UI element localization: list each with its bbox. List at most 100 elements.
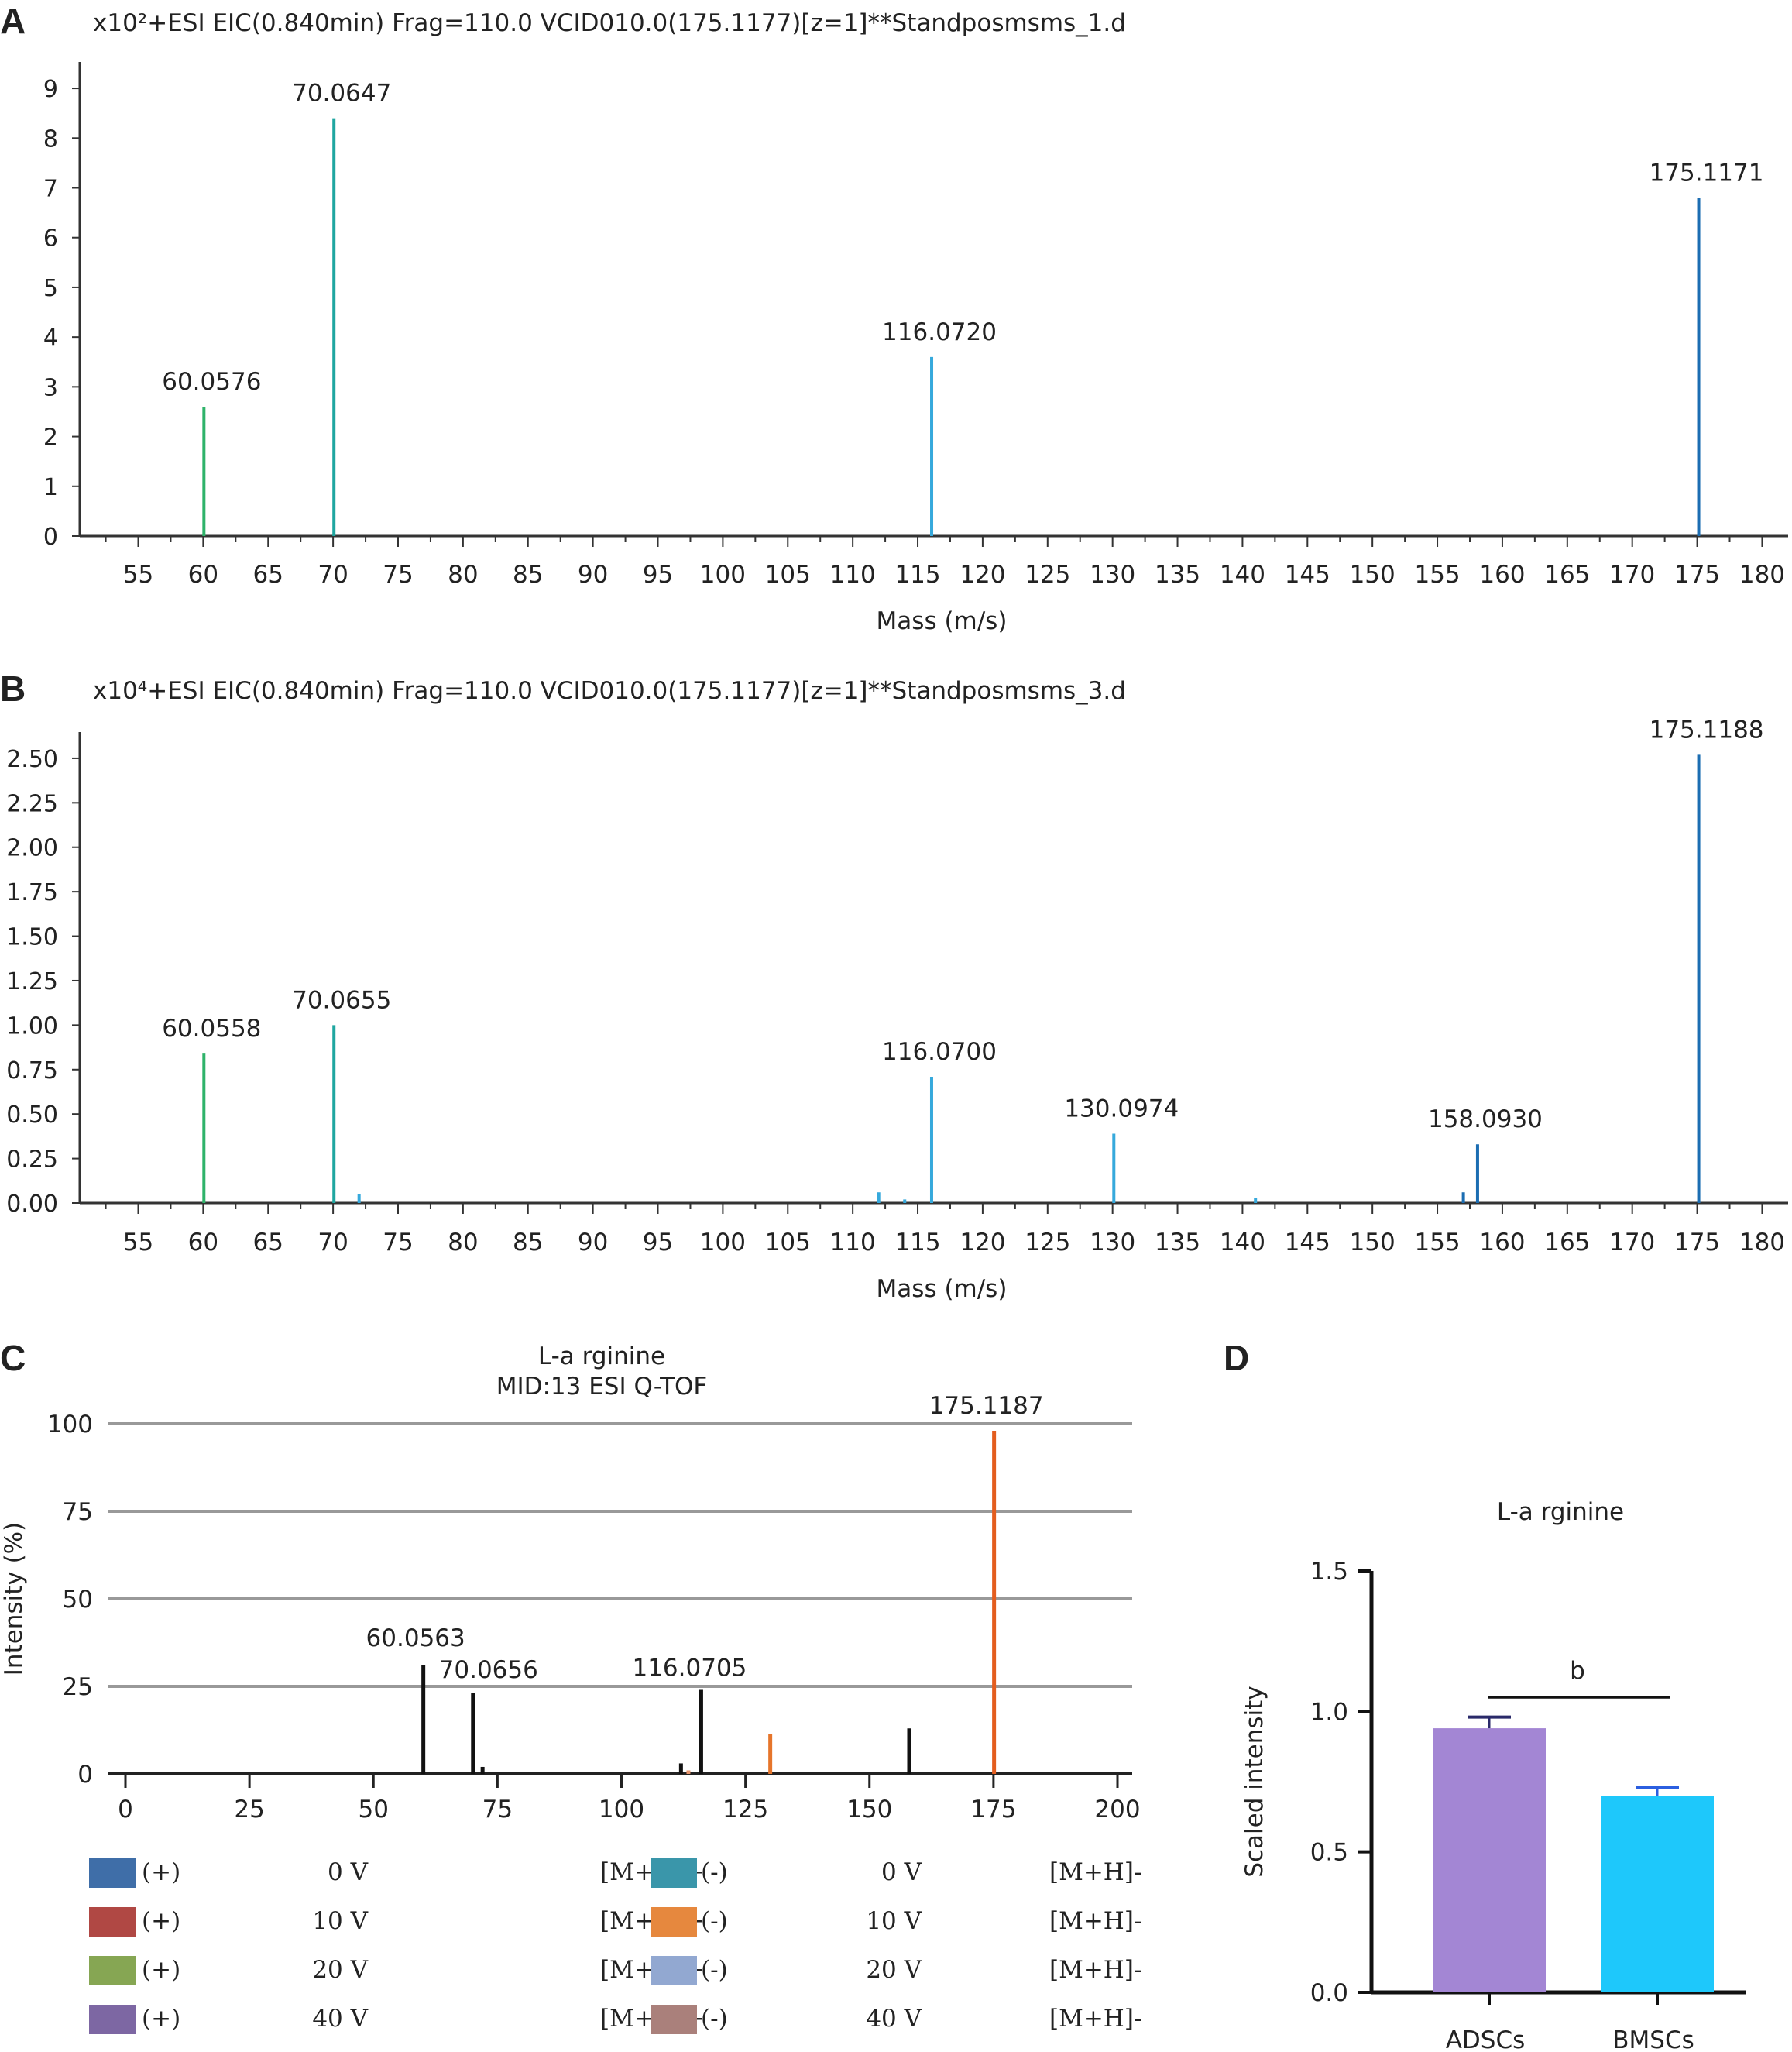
chart-b-x-tick-label: 120 bbox=[960, 1229, 1005, 1256]
chart-c-x-tick-label: 200 bbox=[1094, 1796, 1140, 1823]
chart-a-x-tick-label: 110 bbox=[830, 561, 876, 589]
legend-sign: (+) bbox=[142, 1858, 181, 1886]
legend-swatch bbox=[89, 1956, 136, 1985]
chart-b-y-tick-label: 2.25 bbox=[6, 790, 58, 817]
chart-a-x-tick-label: 95 bbox=[643, 561, 673, 589]
chart-a-y-tick-label: 2 bbox=[43, 424, 58, 452]
chart-c-x-tick-label: 175 bbox=[970, 1796, 1016, 1823]
chart-a-x-tick-label: 180 bbox=[1739, 561, 1785, 589]
chart-a-y-tick-label: 9 bbox=[43, 76, 58, 103]
chart-a-x-tick-label: 55 bbox=[123, 561, 153, 589]
chart-a-y-tick-label: 5 bbox=[43, 275, 58, 302]
chart-c-peak-label: 70.0656 bbox=[439, 1656, 538, 1684]
chart-b-y-tick-label: 1.25 bbox=[6, 968, 58, 995]
legend-sign: (-) bbox=[701, 2005, 728, 2033]
chart-b-x-tick-label: 175 bbox=[1674, 1229, 1720, 1256]
chart-a-x-axis-label: Mass (m/s) bbox=[877, 607, 1008, 635]
legend-ion: [M+H]- bbox=[1049, 2005, 1142, 2033]
chart-d-y-axis-label: Scaled intensity bbox=[1241, 1686, 1268, 1877]
chart-c-title: L-a rginine bbox=[538, 1342, 665, 1370]
legend-voltage: 10 V bbox=[866, 1907, 922, 1935]
chart-c-subtitle: MID:13 ESI Q-TOF bbox=[496, 1373, 708, 1401]
legend-voltage: 40 V bbox=[866, 2005, 922, 2033]
chart-d-significance-label: b bbox=[1570, 1657, 1585, 1685]
chart-c-y-tick-label: 100 bbox=[47, 1411, 93, 1438]
legend-swatch bbox=[89, 1907, 136, 1937]
legend-voltage: 20 V bbox=[312, 1956, 368, 1984]
chart-b-x-tick-label: 95 bbox=[643, 1229, 673, 1256]
legend-voltage: 40 V bbox=[312, 2005, 368, 2033]
legend-swatch bbox=[651, 1858, 697, 1888]
chart-a-x-tick-label: 130 bbox=[1090, 561, 1135, 589]
legend-voltage: 0 V bbox=[881, 1858, 922, 1886]
chart-a-y-tick-label: 4 bbox=[43, 325, 58, 352]
chart-b-y-tick-label: 0.50 bbox=[6, 1102, 58, 1129]
chart-b-x-tick-label: 100 bbox=[700, 1229, 746, 1256]
chart-a-x-tick-label: 175 bbox=[1674, 561, 1720, 589]
chart-b-y-tick-label: 1.75 bbox=[6, 879, 58, 906]
chart-b-x-tick-label: 75 bbox=[383, 1229, 413, 1256]
chart-b-x-tick-label: 140 bbox=[1220, 1229, 1265, 1256]
chart-b-x-tick-label: 55 bbox=[123, 1229, 153, 1256]
chart-b-peak-label: 70.0655 bbox=[292, 986, 391, 1014]
chart-b-x-tick-label: 155 bbox=[1414, 1229, 1460, 1256]
chart-c-peak-label: 60.0563 bbox=[366, 1624, 465, 1652]
chart-b-x-tick-label: 70 bbox=[318, 1229, 348, 1256]
chart-a-x-tick-label: 80 bbox=[448, 561, 478, 589]
chart-b-x-tick-label: 145 bbox=[1285, 1229, 1330, 1256]
legend-sign: (-) bbox=[701, 1907, 728, 1935]
chart-d-bar bbox=[1601, 1796, 1714, 1992]
legend-voltage: 0 V bbox=[328, 1858, 368, 1886]
legend-sign: (+) bbox=[142, 1907, 181, 1935]
chart-a-x-tick-label: 100 bbox=[700, 561, 746, 589]
chart-a-x-tick-label: 85 bbox=[513, 561, 543, 589]
chart-b-x-tick-label: 105 bbox=[765, 1229, 811, 1256]
chart-c-x-tick-label: 150 bbox=[846, 1796, 892, 1823]
chart-a-x-tick-label: 155 bbox=[1414, 561, 1460, 589]
chart-b-x-tick-label: 180 bbox=[1739, 1229, 1785, 1256]
panel-letter-c: C bbox=[0, 1338, 26, 1378]
chart-c-x-tick-label: 100 bbox=[599, 1796, 644, 1823]
chart-b-peak-label: 175.1188 bbox=[1650, 716, 1764, 744]
chart-c-peak-label: 116.0705 bbox=[632, 1655, 747, 1683]
panel-letter-a: A bbox=[0, 1, 26, 41]
chart-a-x-tick-label: 90 bbox=[578, 561, 608, 589]
legend-swatch bbox=[651, 1956, 697, 1985]
chart-a-x-tick-label: 160 bbox=[1479, 561, 1525, 589]
chart-b-x-tick-label: 165 bbox=[1544, 1229, 1590, 1256]
chart-a-peak-label: 175.1171 bbox=[1650, 159, 1764, 187]
chart-a-x-tick-label: 125 bbox=[1025, 561, 1070, 589]
chart-b-x-tick-label: 85 bbox=[513, 1229, 543, 1256]
legend-sign: (+) bbox=[142, 1956, 181, 1984]
chart-a-x-tick-label: 115 bbox=[894, 561, 940, 589]
chart-b-y-tick-label: 1.00 bbox=[6, 1012, 58, 1040]
chart-b-x-tick-label: 115 bbox=[894, 1229, 940, 1256]
chart-d-x-tick-label: BMSCs bbox=[1612, 2026, 1694, 2052]
chart-a-x-tick-label: 70 bbox=[318, 561, 348, 589]
chart-b-x-tick-label: 80 bbox=[448, 1229, 478, 1256]
legend-sign: (-) bbox=[701, 1858, 728, 1886]
chart-b-x-tick-label: 150 bbox=[1350, 1229, 1395, 1256]
chart-b-x-tick-label: 125 bbox=[1025, 1229, 1070, 1256]
chart-d-y-tick-label: 0.5 bbox=[1310, 1839, 1348, 1867]
chart-d-y-tick-label: 1.5 bbox=[1310, 1558, 1348, 1586]
chart-b-x-tick-label: 160 bbox=[1479, 1229, 1525, 1256]
chart-c-x-tick-label: 50 bbox=[359, 1796, 389, 1823]
legend-voltage: 20 V bbox=[866, 1956, 922, 1984]
legend-ion: [M+H]- bbox=[1049, 1956, 1142, 1984]
chart-b-y-tick-label: 1.50 bbox=[6, 924, 58, 951]
chart-b-peak-label: 130.0974 bbox=[1064, 1095, 1179, 1122]
chart-c-y-tick-label: 25 bbox=[63, 1673, 93, 1701]
chart-d-title: L-a rginine bbox=[1497, 1498, 1624, 1526]
chart-a-x-tick-label: 170 bbox=[1609, 561, 1655, 589]
chart-a-x-tick-label: 135 bbox=[1155, 561, 1200, 589]
chart-b-y-tick-label: 0.00 bbox=[6, 1191, 58, 1218]
chart-c-legend: (+)0 V[M+H]+(-)0 V[M+H]-(+)10 V[M+H]+(-)… bbox=[89, 1857, 1173, 2052]
legend-swatch bbox=[651, 2005, 697, 2034]
chart-a-x-tick-label: 140 bbox=[1220, 561, 1265, 589]
chart-c-peak-label: 175.1187 bbox=[929, 1392, 1044, 1420]
chart-a-x-tick-label: 105 bbox=[765, 561, 811, 589]
chart-a-x-tick-label: 150 bbox=[1350, 561, 1395, 589]
chart-c-x-tick-label: 25 bbox=[234, 1796, 264, 1823]
